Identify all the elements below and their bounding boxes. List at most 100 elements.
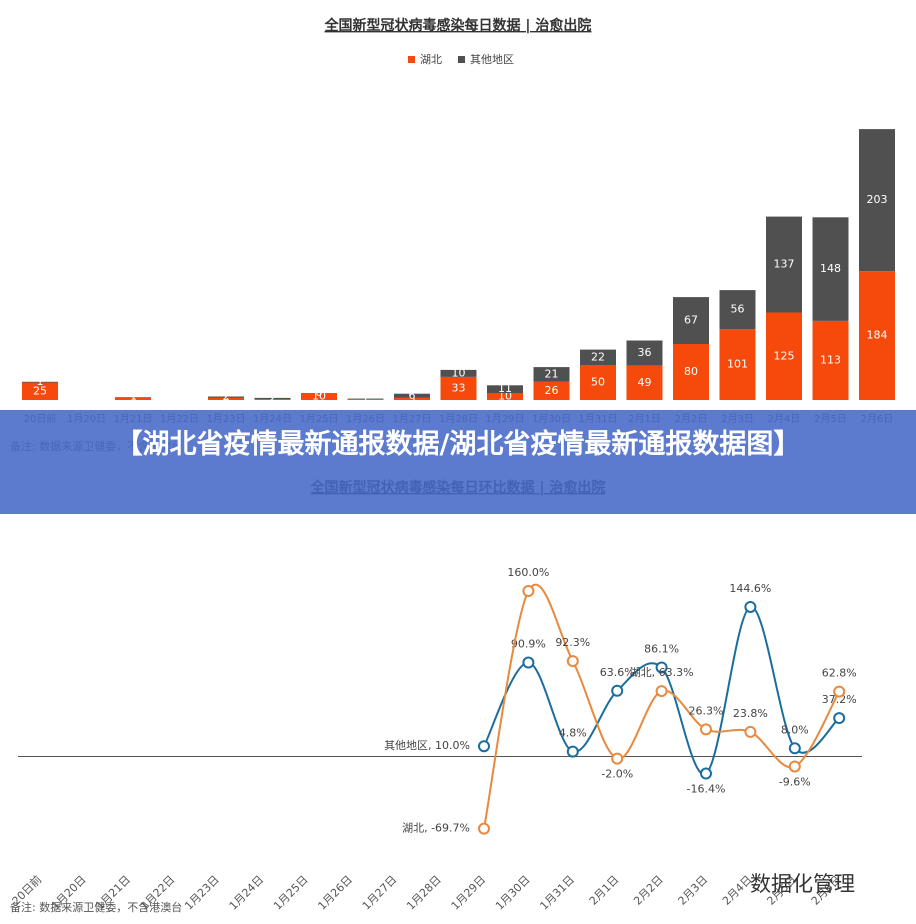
point: [788, 742, 801, 755]
bar-segment: [394, 393, 430, 398]
bar-segment: [22, 382, 58, 400]
bar-segment: [859, 129, 895, 272]
bar-segment: [859, 271, 895, 400]
data-label: 113: [820, 353, 841, 366]
data-label: 其他地区, 10.0%: [384, 739, 470, 752]
legend-label: 湖北: [420, 53, 442, 66]
data-label: 37.2%: [822, 693, 857, 706]
point: [611, 684, 624, 697]
data-label: -16.4%: [687, 783, 726, 796]
bar-segment: [580, 349, 616, 365]
data-label: 101: [727, 358, 748, 371]
bar-segment: [673, 297, 709, 344]
x-tick-label: 1月30日: [493, 873, 533, 913]
bar-segment: [347, 399, 384, 400]
data-label: 0: [83, 393, 90, 406]
point: [655, 685, 668, 698]
data-label: 2: [223, 390, 230, 403]
point: [788, 760, 801, 773]
bar-segment: [487, 393, 523, 400]
data-label: 1: [37, 375, 44, 388]
bar-segment: [766, 216, 802, 313]
chart-title: 全国新型冠状病毒感染每日数据 | 治愈出院: [324, 17, 592, 34]
data-label: 56: [731, 303, 745, 316]
point: [566, 655, 579, 668]
note: 备注: 数据来源卫健委，不含港澳台: [10, 900, 182, 914]
bar-segment: [115, 397, 151, 398]
x-tick-label: 1月27日: [360, 873, 400, 913]
data-label: 8.0%: [781, 723, 809, 736]
data-label: 92.3%: [555, 636, 590, 649]
bar-segment: [254, 399, 291, 400]
data-label: 湖北, -69.7%: [402, 822, 470, 835]
data-label: -2.0%: [601, 768, 633, 781]
data-label: 1: [362, 392, 369, 405]
bar-segment: [254, 397, 291, 400]
data-label: 125: [774, 349, 795, 362]
data-label: -9.6%: [779, 775, 811, 788]
bar-segment: [719, 290, 756, 330]
data-label: 湖北, 63.3%: [630, 666, 694, 679]
data-label: 3: [223, 392, 230, 405]
data-label: 1: [130, 391, 137, 404]
x-tick-label: 2月3日: [676, 873, 711, 908]
data-label: 184: [867, 329, 888, 342]
data-label: 11: [498, 382, 512, 395]
series-line: [483, 583, 841, 829]
point: [566, 745, 579, 758]
data-label: 144.6%: [729, 582, 771, 595]
data-label: 6: [409, 389, 416, 402]
data-label: 0: [176, 393, 183, 406]
bar-segment: [626, 340, 663, 366]
bar-segment: [394, 397, 430, 400]
point: [744, 725, 757, 738]
data-label: 90.9%: [511, 638, 546, 651]
x-tick-label: 1月24日: [227, 873, 267, 913]
data-label: 0: [316, 386, 323, 399]
point: [522, 656, 535, 669]
data-label: 26.3%: [689, 704, 724, 717]
data-label: 23.8%: [733, 707, 768, 720]
point: [478, 822, 490, 835]
point: [655, 661, 668, 674]
data-label: 3: [409, 392, 416, 405]
bar-segment: [766, 312, 802, 400]
data-label: 63.6%: [600, 666, 635, 679]
data-label: 36: [638, 346, 652, 359]
point: [611, 752, 624, 765]
bar-segment: [22, 381, 58, 383]
watermark: 数据化管理: [750, 872, 855, 896]
bar-segment: [812, 217, 849, 321]
x-tick-label: 1月31日: [537, 873, 577, 913]
series-line: [483, 605, 840, 775]
data-label: 160.0%: [507, 566, 549, 579]
bar-segment: [719, 329, 756, 400]
bar-segment: [208, 397, 244, 400]
legend-label: 其他地区: [470, 53, 514, 66]
x-tick-label: 1月23日: [182, 873, 222, 913]
bar-segment: [533, 367, 570, 382]
bar-segment: [812, 320, 849, 400]
bar-segment: [626, 365, 663, 400]
bar-segment: [301, 393, 337, 400]
point: [833, 685, 846, 698]
x-tick-label: 1月28日: [404, 873, 444, 913]
bar-segment: [533, 381, 570, 400]
x-tick-label: 1月26日: [315, 873, 355, 913]
data-label: 4.8%: [559, 727, 587, 740]
data-label: 137: [774, 258, 795, 271]
banner: 【湖北省疫情最新通报数据/湖北省疫情最新通报数据图】: [0, 410, 916, 514]
point: [478, 740, 490, 753]
x-tick-label: 2月2日: [631, 873, 666, 908]
data-label: 62.8%: [822, 667, 857, 680]
data-label: 22: [591, 350, 605, 363]
data-label: 86.1%: [644, 642, 679, 655]
x-tick-label: 1月29日: [449, 873, 489, 913]
data-label: 21: [545, 367, 559, 380]
data-label: 2: [269, 392, 276, 405]
data-label: 67: [684, 314, 698, 327]
data-label: 10: [452, 366, 466, 379]
point: [744, 600, 757, 613]
data-label: 10: [312, 390, 326, 403]
bar-segment: [487, 385, 523, 393]
